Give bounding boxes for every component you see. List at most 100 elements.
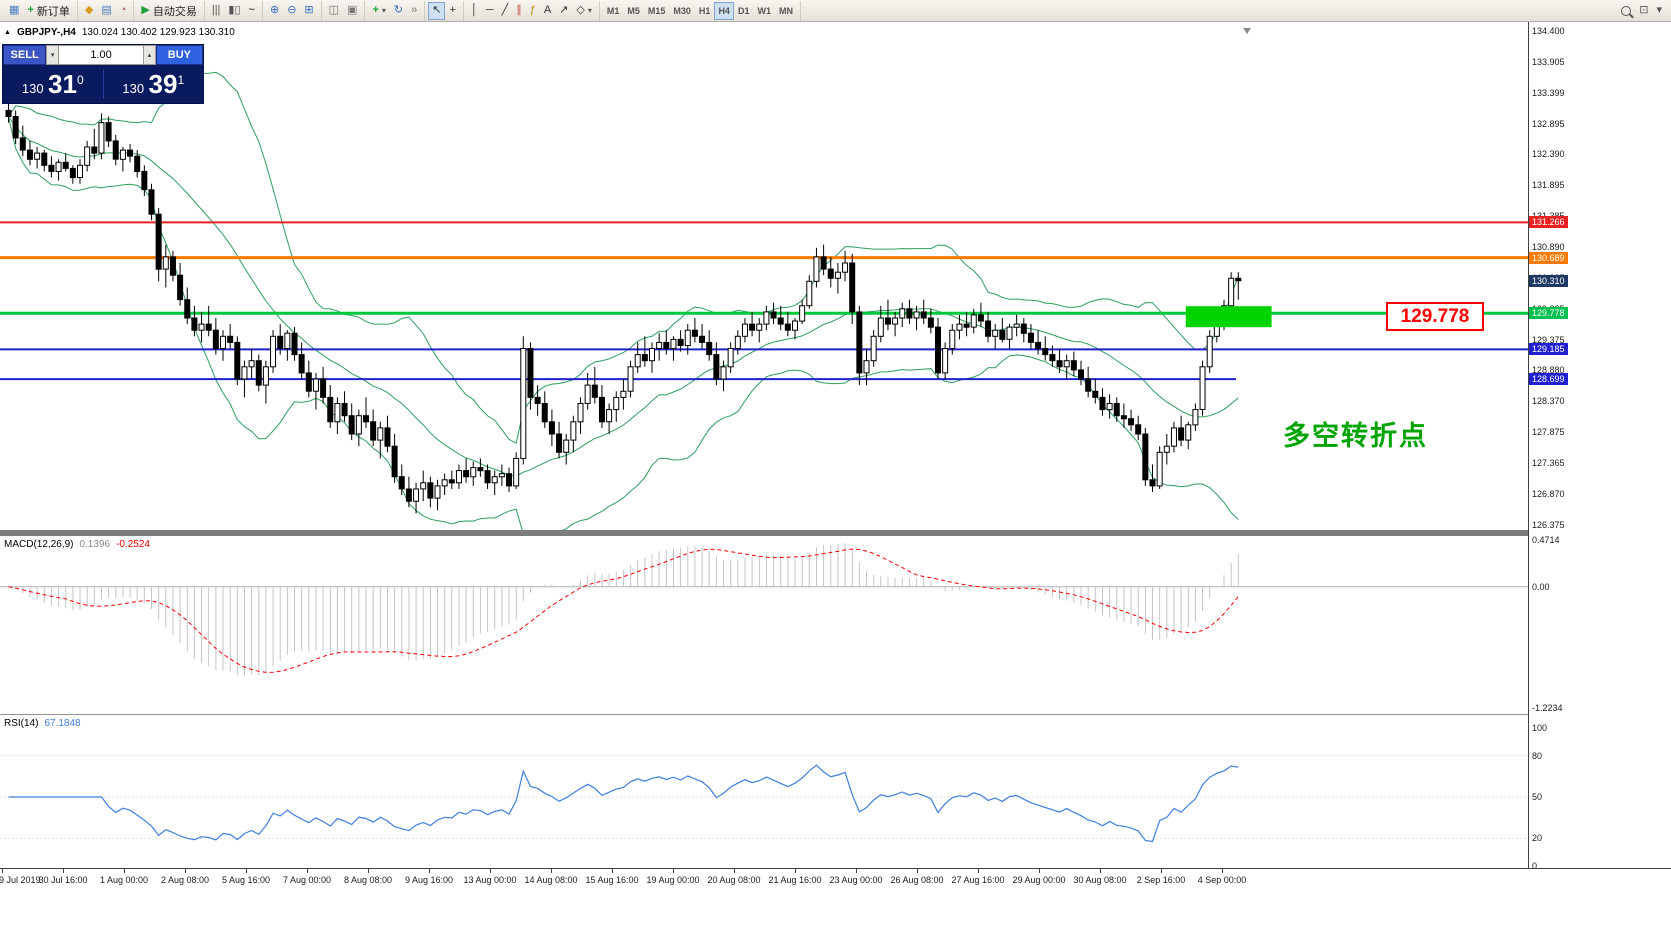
candle-body [162, 256, 169, 270]
line-chart-icon[interactable]: ~ [245, 2, 259, 20]
refresh-icon[interactable]: ↻ [390, 2, 407, 20]
timeframe-m30-button[interactable]: M30 [669, 2, 695, 20]
time-label: 20 Aug 08:00 [707, 875, 761, 885]
candle-body [963, 323, 970, 328]
candle-body [312, 378, 319, 392]
crosshair-icon[interactable]: + [445, 2, 459, 20]
vertical-line-icon[interactable]: │ [467, 2, 482, 20]
data-window-icon[interactable]: ◔ [116, 2, 131, 20]
candle-body [148, 189, 155, 215]
candle-body [806, 280, 813, 307]
time-label: 15 Aug 16:00 [585, 875, 639, 885]
time-tick [612, 869, 613, 873]
timeframe-w1-button[interactable]: W1 [753, 2, 775, 20]
time-tick [1222, 869, 1223, 873]
autotrading-button-label: 自动交易 [152, 5, 197, 18]
channel-icon-glyph: ∥ [516, 4, 522, 16]
macd-chart[interactable] [0, 536, 1528, 714]
timeframe-d1-button-label: D1 [737, 5, 750, 16]
price-tag-130.689: 130.689 [1529, 251, 1568, 264]
channel-icon[interactable]: ∥ [512, 2, 526, 20]
price-callout[interactable]: 129.778 [1386, 302, 1484, 331]
grid-icon[interactable]: ⊞ [300, 2, 317, 20]
candle-body [1199, 366, 1206, 410]
candle-body [884, 317, 891, 325]
candle-body [191, 317, 198, 331]
new-order-button[interactable]: + 新订单 [23, 2, 73, 20]
candle-body [463, 470, 470, 478]
buy-button[interactable]: BUY [155, 45, 203, 65]
toolbar-options-icon[interactable]: ▾ [1652, 2, 1666, 20]
volume-input[interactable] [59, 45, 144, 65]
candle-body [220, 335, 226, 349]
time-tick [185, 869, 186, 873]
terminal-icon[interactable]: ▦ [5, 2, 23, 20]
candle-body [956, 323, 963, 331]
timeframe-h4-button[interactable]: H4 [714, 1, 734, 20]
shapes-icon[interactable]: ◇ ▾ [572, 2, 595, 20]
cursor-icon[interactable]: ↖ [428, 1, 446, 20]
timeframe-h1-button[interactable]: H1 [695, 2, 715, 20]
zoom-in-icon[interactable]: ⊕ [266, 2, 283, 20]
candle-body [548, 421, 555, 435]
timeframe-m15-button[interactable]: M15 [644, 2, 670, 20]
favorites-icon[interactable]: ◆ [81, 2, 97, 20]
chart-shift-icon[interactable]: » [407, 2, 421, 20]
search-icon[interactable] [1617, 2, 1635, 20]
panel-divider-2[interactable] [0, 714, 1671, 715]
timeframe-m1-button-label: M1 [606, 5, 620, 16]
candle-body [405, 488, 412, 502]
new-chart-button[interactable]: + ▾ [368, 2, 389, 20]
price-tag-129.185: 129.185 [1529, 343, 1568, 356]
candle-body [341, 403, 348, 417]
horizontal-line-icon[interactable]: ─ [482, 2, 498, 20]
candle-body [570, 421, 577, 441]
candle-body [577, 403, 584, 423]
arrow-tool-icon[interactable]: ↗ [555, 2, 572, 20]
turning-point-annotation[interactable]: 多空转折点 [1283, 421, 1428, 451]
candle-body [291, 332, 298, 356]
tile-windows-icon[interactable]: ◫ [325, 2, 343, 20]
timeframe-m5-button[interactable]: M5 [623, 2, 644, 20]
sell-button[interactable]: SELL [3, 45, 47, 65]
sell-price-display[interactable]: 130 310 [3, 71, 103, 98]
zoom-out-icon[interactable]: ⊖ [283, 2, 300, 20]
highlight-box[interactable] [1185, 306, 1272, 328]
buy-price-display[interactable]: 130 391 [104, 71, 204, 98]
candle-body [1106, 403, 1113, 411]
collapse-panel-icon[interactable]: ▲ [4, 29, 11, 36]
time-tick [246, 869, 247, 873]
trendline-icon[interactable]: ╱ [498, 2, 513, 20]
candle-body [48, 164, 55, 172]
candle-body [470, 467, 477, 478]
volume-increase-button[interactable]: ▴ [143, 45, 156, 65]
timeframe-d1-button[interactable]: D1 [734, 2, 754, 20]
candle-body [563, 439, 570, 453]
timeframe-mn-button[interactable]: MN [775, 2, 797, 20]
macd-scale-label: 0.4714 [1532, 535, 1560, 545]
candle-body [649, 348, 655, 362]
market-watch-icon[interactable]: ▤ [97, 2, 115, 20]
cascade-windows-icon[interactable]: ▣ [343, 2, 361, 20]
candle-body [727, 348, 734, 368]
text-tool-icon[interactable]: A [540, 2, 555, 20]
candlestick-chart-icon[interactable]: ▮▯ [224, 2, 244, 20]
fibonacci-icon[interactable]: ƒ [526, 2, 540, 20]
panel-divider[interactable] [0, 530, 1671, 536]
volume-decrease-button[interactable]: ▾ [46, 45, 60, 65]
candle-body [184, 299, 191, 319]
main-chart[interactable] [0, 24, 1528, 530]
bar-chart-icon[interactable]: ||| [208, 2, 225, 20]
bollinger-upper-band [8, 71, 1239, 444]
candle-body [777, 317, 784, 325]
autotrading-button[interactable]: ▶ 自动交易 [137, 2, 200, 20]
rsi-chart[interactable] [0, 715, 1528, 868]
timeframe-m1-button[interactable]: M1 [603, 2, 624, 20]
candle-body [1013, 323, 1020, 328]
candle-body [663, 341, 670, 349]
rsi-name: RSI(14) [4, 718, 39, 729]
rsi-scale-label: 20 [1532, 833, 1543, 844]
panels-icon[interactable]: ⊡ [1635, 2, 1652, 20]
candle-body [899, 308, 906, 319]
vertical-line-icon-glyph: │ [470, 4, 478, 16]
